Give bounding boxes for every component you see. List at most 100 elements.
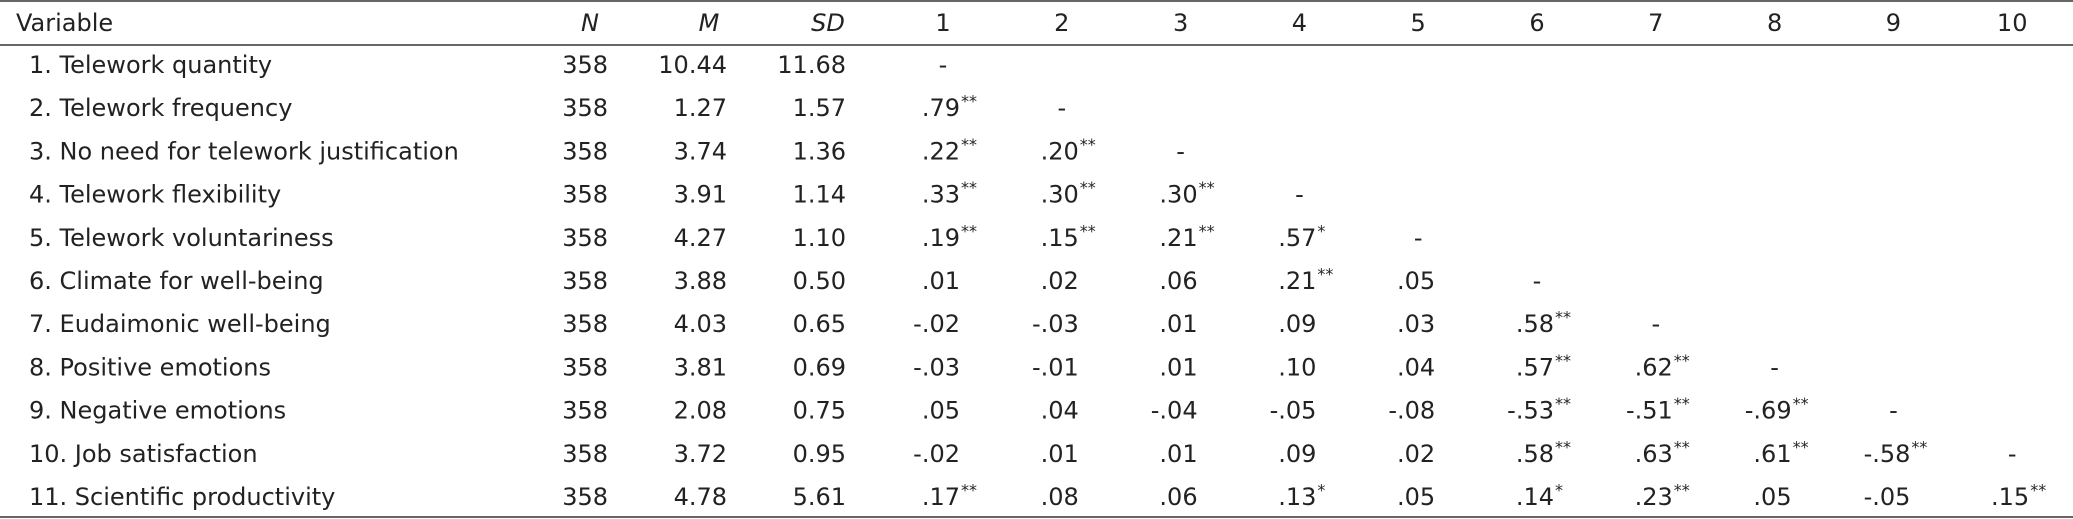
significance: ** xyxy=(1317,265,1333,284)
correlation: .06 xyxy=(1159,483,1197,511)
row-label: 9. Negative emotions xyxy=(29,397,286,425)
header-cell: 3 xyxy=(1173,9,1188,37)
significance: ** xyxy=(961,92,977,111)
stat-cell: 0.69 xyxy=(793,353,846,381)
correlation: .04 xyxy=(1397,353,1435,381)
stat-cell: 358 xyxy=(562,310,608,338)
significance: ** xyxy=(1911,437,1927,456)
significance: ** xyxy=(1555,437,1571,456)
correlation: .01 xyxy=(1159,310,1197,338)
stat-cell: 5.61 xyxy=(793,483,846,511)
stat-cell: 358 xyxy=(562,51,608,79)
significance: * xyxy=(1555,481,1563,500)
correlation: -.02 xyxy=(913,310,960,338)
stat-cell: 4.27 xyxy=(674,224,727,252)
significance: ** xyxy=(2030,481,2046,500)
significance: ** xyxy=(1080,221,1096,240)
correlation: .57 xyxy=(1516,353,1554,381)
stat-cell: 3.74 xyxy=(674,137,727,165)
correlation: -.05 xyxy=(1864,483,1911,511)
stat-cell: 3.91 xyxy=(674,181,727,209)
correlation: .79 xyxy=(922,94,960,122)
correlation: -.01 xyxy=(1032,353,1079,381)
correlation: .19 xyxy=(922,224,960,252)
stat-cell: 0.75 xyxy=(793,397,846,425)
stat-cell: 358 xyxy=(562,137,608,165)
row-label: 3. No need for telework justification xyxy=(29,137,459,165)
stat-cell: 358 xyxy=(562,181,608,209)
correlation: .13 xyxy=(1278,483,1316,511)
header-cell: N xyxy=(581,9,599,37)
diagonal-dash: - xyxy=(1651,310,1660,338)
correlation: -.69 xyxy=(1745,397,1792,425)
significance: ** xyxy=(1793,394,1809,413)
correlation: .01 xyxy=(922,267,960,295)
stat-cell: 3.88 xyxy=(674,267,727,295)
correlation: .01 xyxy=(1159,353,1197,381)
row-label: 11. Scientific productivity xyxy=(29,483,335,511)
correlation: .06 xyxy=(1159,267,1197,295)
diagonal-dash: - xyxy=(1057,94,1066,122)
correlation: .05 xyxy=(922,397,960,425)
header-cell: 9 xyxy=(1886,9,1901,37)
significance: * xyxy=(1317,481,1325,500)
correlation: .15 xyxy=(1991,483,2029,511)
header-cell: SD xyxy=(811,9,845,37)
correlation: .02 xyxy=(1041,267,1079,295)
correlation: -.02 xyxy=(913,440,960,468)
correlation: .09 xyxy=(1278,310,1316,338)
stat-cell: 1.10 xyxy=(793,224,846,252)
correlation: .63 xyxy=(1635,440,1673,468)
significance: ** xyxy=(1674,437,1690,456)
correlation: .33 xyxy=(922,181,960,209)
significance: ** xyxy=(1555,308,1571,327)
significance: ** xyxy=(1555,394,1571,413)
correlation: -.03 xyxy=(1032,310,1079,338)
diagonal-dash: - xyxy=(1889,397,1898,425)
correlation: .61 xyxy=(1753,440,1791,468)
stat-cell: 1.27 xyxy=(674,94,727,122)
stat-cell: 3.81 xyxy=(674,353,727,381)
correlation: .02 xyxy=(1397,440,1435,468)
correlation: -.53 xyxy=(1507,397,1554,425)
header-cell: 6 xyxy=(1529,9,1544,37)
significance: ** xyxy=(1555,351,1571,370)
stat-cell: 358 xyxy=(562,483,608,511)
diagonal-dash: - xyxy=(939,51,948,79)
significance: ** xyxy=(1674,481,1690,500)
row-label: 4. Telework flexibility xyxy=(29,181,281,209)
row-label: 5. Telework voluntariness xyxy=(29,224,334,252)
header-cell: 10 xyxy=(1997,9,2028,37)
row-label: 6. Climate for well-being xyxy=(29,267,324,295)
stat-cell: 3.72 xyxy=(674,440,727,468)
stat-cell: 2.08 xyxy=(674,397,727,425)
significance: ** xyxy=(961,135,977,154)
stat-cell: 0.50 xyxy=(793,267,846,295)
stat-cell: 1.36 xyxy=(793,137,846,165)
correlation: .58 xyxy=(1516,310,1554,338)
correlation: -.03 xyxy=(913,353,960,381)
diagonal-dash: - xyxy=(1770,353,1779,381)
header-cell: 8 xyxy=(1767,9,1782,37)
correlation: .21 xyxy=(1159,224,1197,252)
correlation: .04 xyxy=(1041,397,1079,425)
significance: ** xyxy=(1199,221,1215,240)
significance: ** xyxy=(1199,178,1215,197)
correlation: -.51 xyxy=(1626,397,1673,425)
stat-cell: 358 xyxy=(562,397,608,425)
diagonal-dash: - xyxy=(1414,224,1423,252)
row-label: 1. Telework quantity xyxy=(29,51,272,79)
header-cell: Variable xyxy=(16,9,113,37)
row-label: 10. Job satisfaction xyxy=(29,440,258,468)
correlation: .14 xyxy=(1516,483,1554,511)
correlation: .05 xyxy=(1753,483,1791,511)
correlation: .57 xyxy=(1278,224,1316,252)
correlation: .20 xyxy=(1041,137,1079,165)
correlation: .01 xyxy=(1041,440,1079,468)
row-label: 8. Positive emotions xyxy=(29,353,271,381)
correlation: -.04 xyxy=(1151,397,1198,425)
header-cell: 2 xyxy=(1054,9,1069,37)
correlation: .05 xyxy=(1397,483,1435,511)
correlation: .10 xyxy=(1278,353,1316,381)
correlation: .23 xyxy=(1635,483,1673,511)
